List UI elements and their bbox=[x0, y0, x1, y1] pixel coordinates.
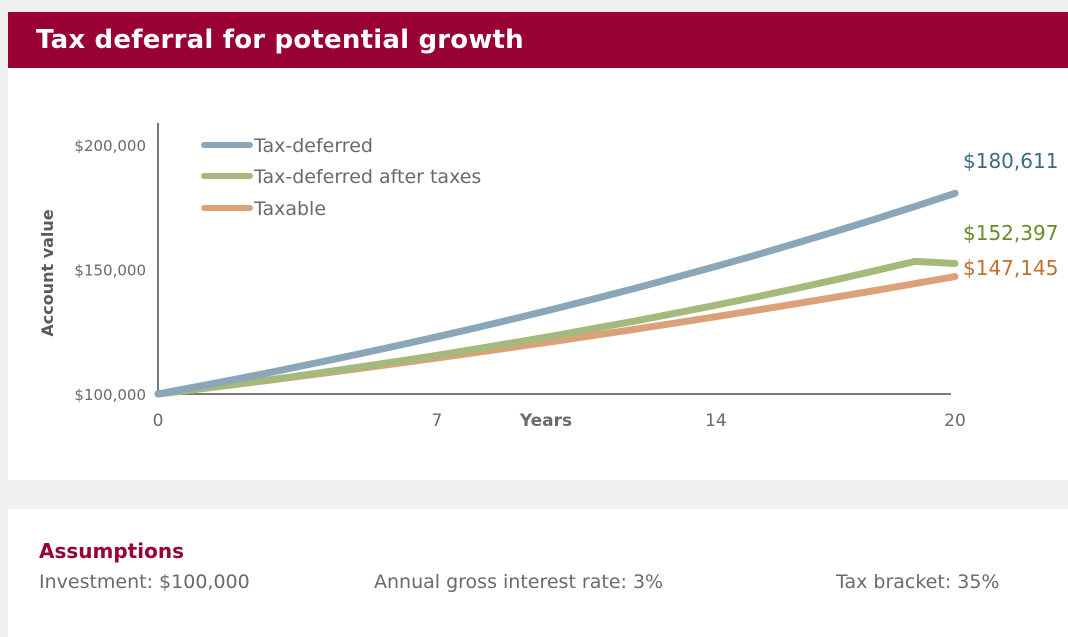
x-tick-label: 14 bbox=[705, 411, 727, 431]
y-axis-label: Account value bbox=[38, 209, 57, 336]
x-tick-label: 20 bbox=[944, 411, 966, 431]
page-title: Tax deferral for potential growth bbox=[36, 25, 524, 55]
x-tick-label: 7 bbox=[432, 411, 443, 431]
y-tick-label: $150,000 bbox=[74, 262, 146, 280]
assumption-investment: Investment: $100,000 bbox=[39, 571, 250, 593]
assumption-tax-bracket: Tax bracket: 35% bbox=[836, 571, 1000, 593]
series-line bbox=[154, 189, 959, 398]
x-axis-label: Years bbox=[519, 411, 572, 431]
legend-label: Tax-deferred after taxes bbox=[253, 166, 481, 188]
end-value-label: $152,397 bbox=[963, 221, 1058, 245]
legend-label: Taxable bbox=[253, 198, 326, 220]
y-tick-label: $200,000 bbox=[74, 137, 146, 155]
chart-panel: $100,000 $150,000 $200,000 0 7 14 20 Years Accou… bbox=[8, 68, 1068, 480]
title-banner: Tax deferral for potential growth bbox=[8, 12, 1068, 68]
y-tick-label: $100,000 bbox=[74, 386, 146, 404]
end-value-label: $180,611 bbox=[963, 149, 1058, 173]
x-tick-label: 0 bbox=[153, 411, 164, 431]
legend-label: Tax-deferred bbox=[253, 135, 373, 157]
assumptions-heading: Assumptions bbox=[39, 539, 184, 563]
assumptions-panel: Assumptions Investment: $100,000 Annual … bbox=[8, 509, 1068, 637]
series-line bbox=[154, 257, 959, 398]
end-value-label: $147,145 bbox=[963, 256, 1058, 280]
line-chart: $100,000 $150,000 $200,000 0 7 14 20 Years Accou… bbox=[38, 123, 1058, 431]
assumption-interest-rate: Annual gross interest rate: 3% bbox=[374, 571, 664, 593]
